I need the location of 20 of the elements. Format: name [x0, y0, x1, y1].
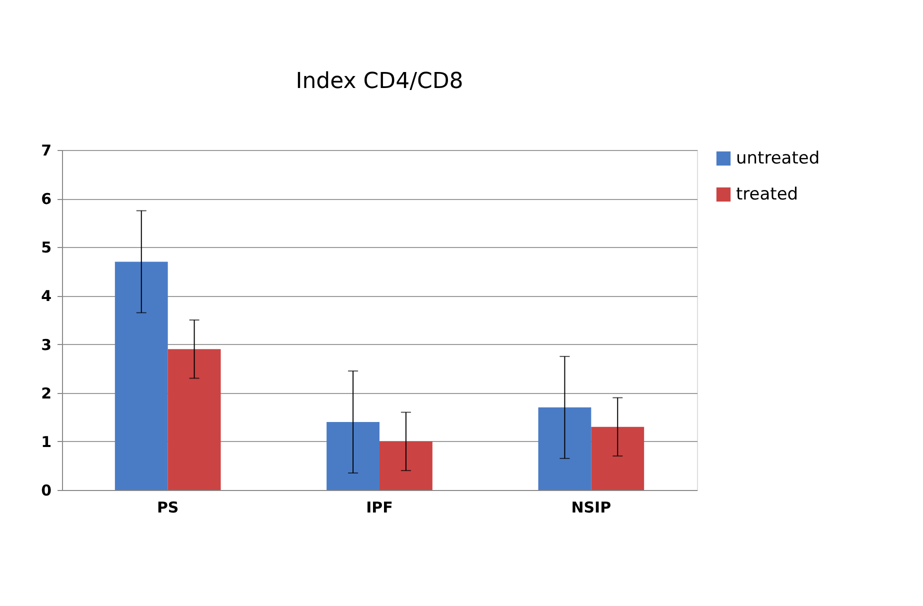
chart-title: Index CD4/CD8: [296, 69, 464, 94]
x-tick-label: NSIP: [571, 498, 612, 516]
x-tick-label: PS: [156, 498, 179, 516]
y-tick-label: 0: [41, 482, 52, 500]
legend-label: untreated: [736, 148, 820, 168]
bar: [591, 426, 644, 490]
bar: [538, 407, 592, 490]
y-tick-label: 7: [41, 142, 52, 160]
bar: [380, 441, 432, 490]
x-tick-label: IPF: [366, 498, 393, 516]
bar: [114, 262, 168, 490]
legend-label: treated: [736, 184, 798, 204]
y-tick-label: 6: [41, 190, 52, 208]
y-tick-label: 4: [41, 287, 52, 306]
y-tick-label: 1: [41, 432, 52, 451]
y-tick-label: 5: [41, 238, 52, 257]
bar: [326, 422, 380, 490]
y-tick-label: 2: [41, 384, 52, 402]
bar: [168, 349, 221, 490]
y-tick-label: 3: [41, 336, 52, 354]
